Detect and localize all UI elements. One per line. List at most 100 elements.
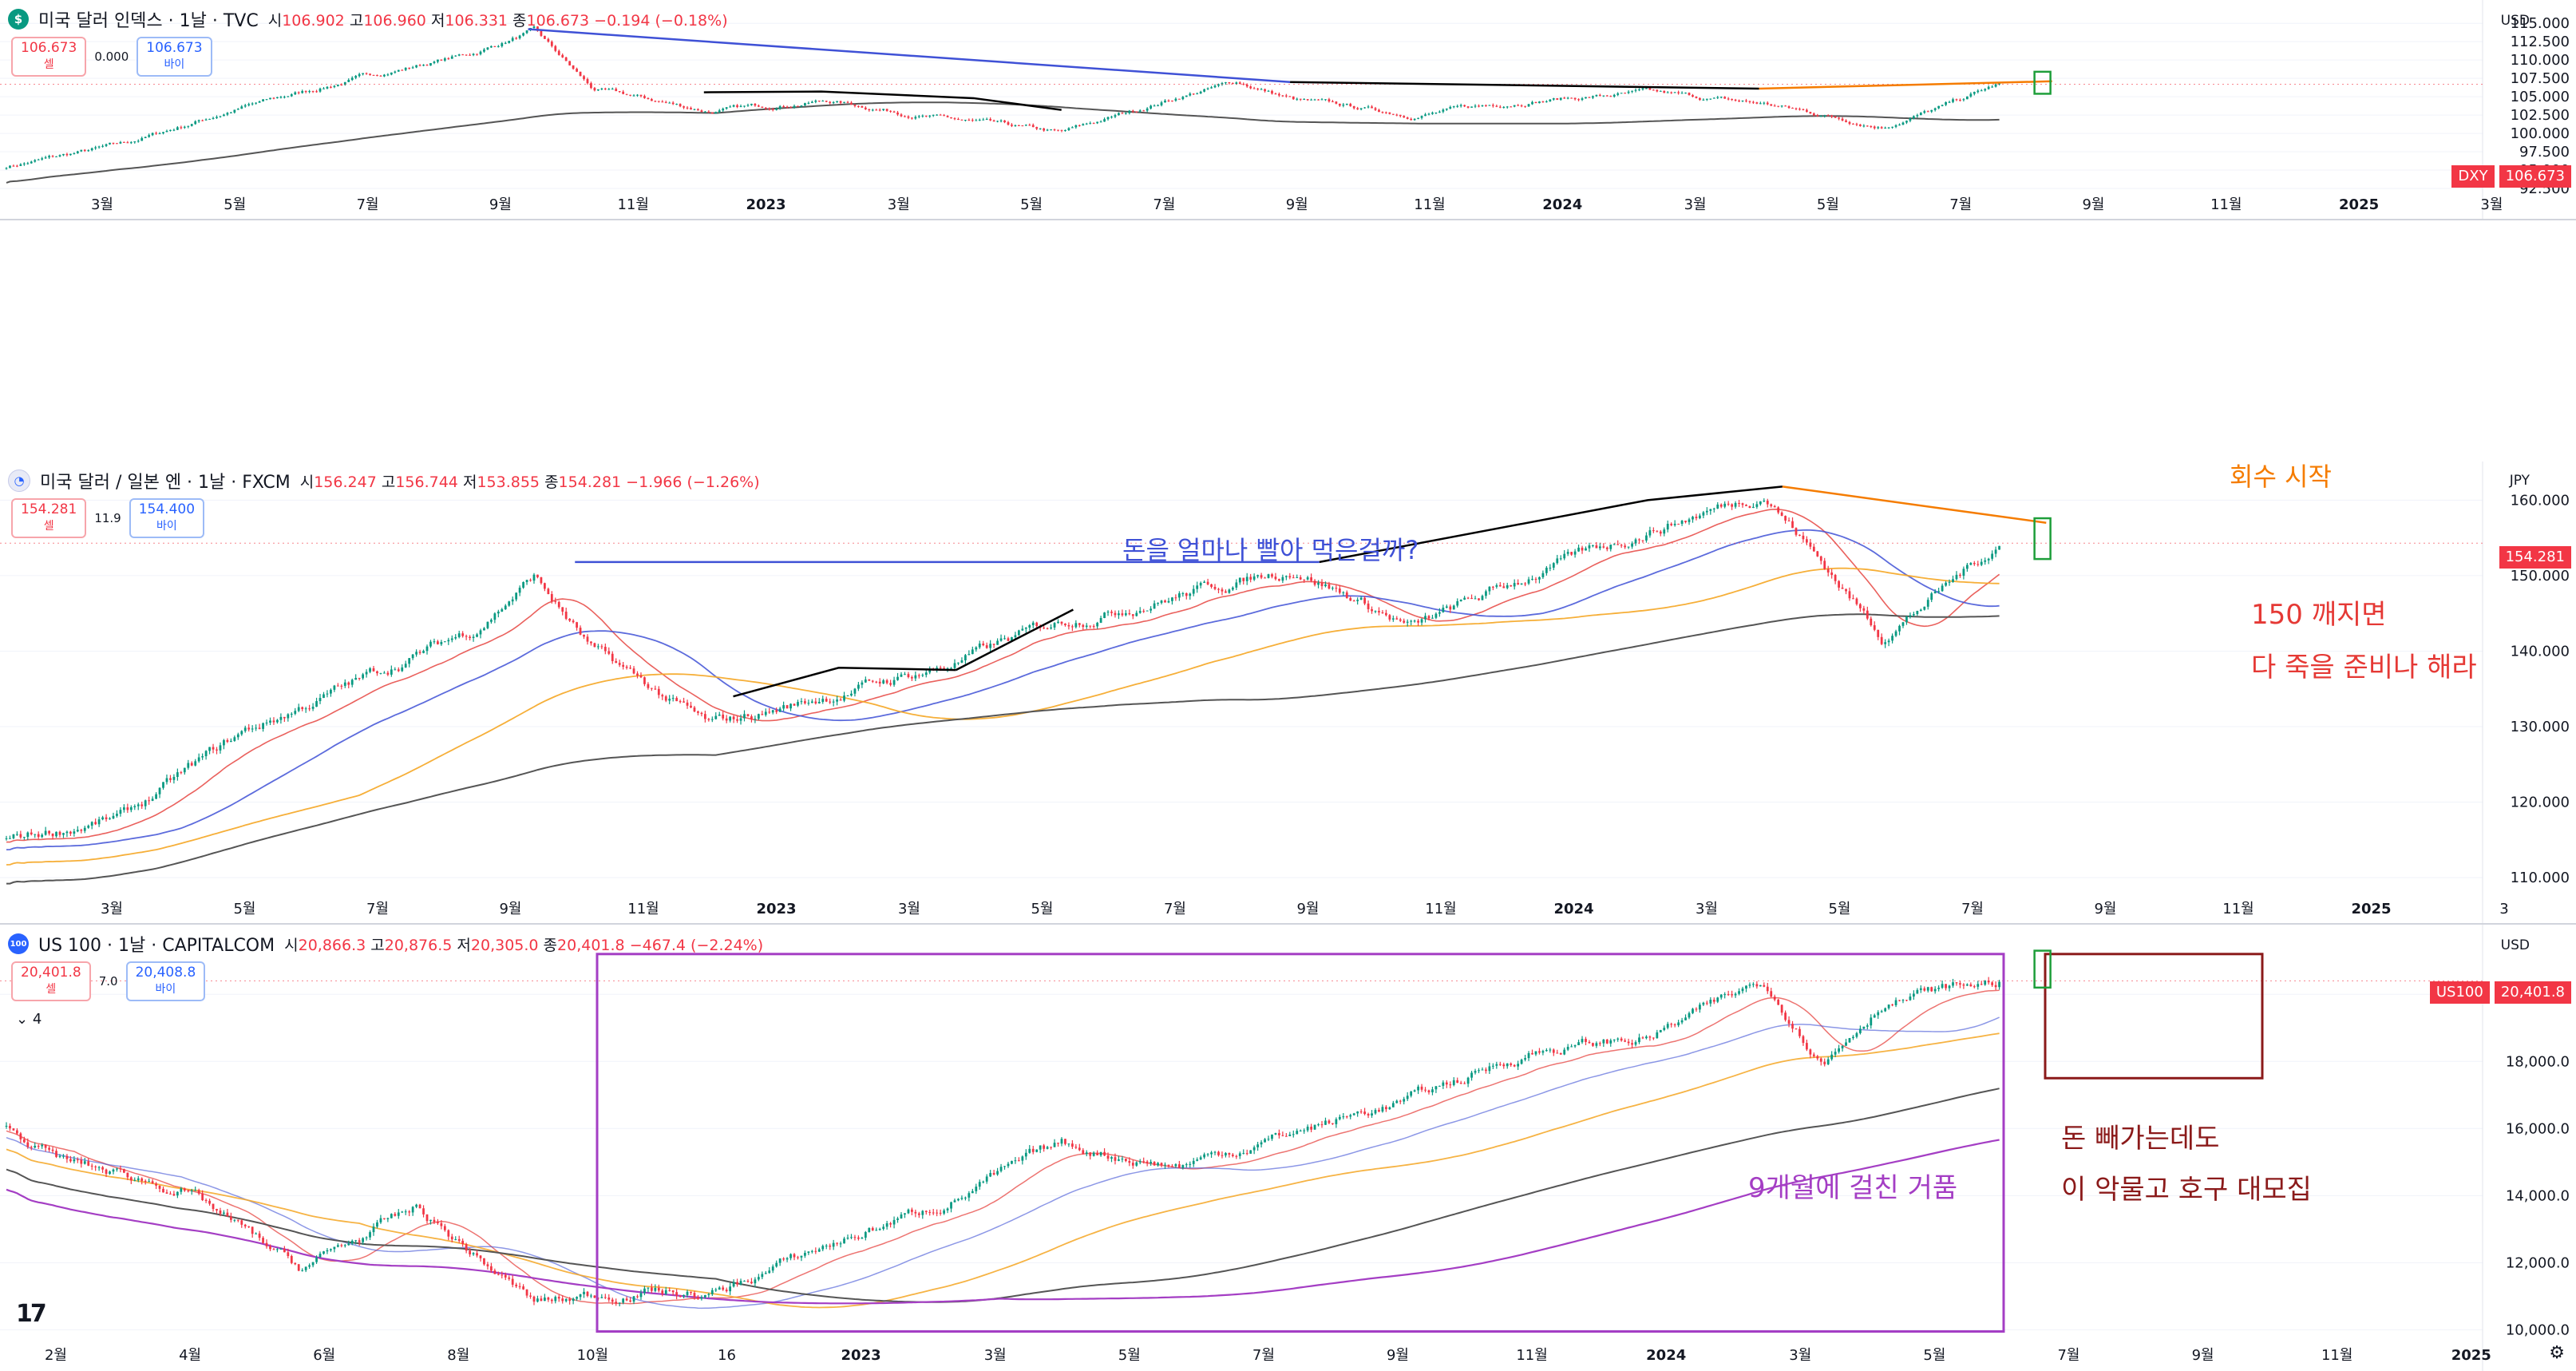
trendline-black [1319, 485, 1783, 564]
candle-body [1488, 586, 1491, 592]
candle-body [1826, 115, 1830, 117]
x-tick-label: 2025 [2451, 1347, 2491, 1364]
candle-body [1074, 125, 1078, 128]
candle-body [1342, 1116, 1345, 1118]
candle-body [1994, 549, 1997, 554]
us100-chart[interactable]: 20,000.018,000.016,000.014,000.012,000.0… [0, 925, 2576, 1371]
dxy-price-box: 106.673 셀 0.000 106.673 바이 [11, 37, 212, 77]
usdjpy-pane[interactable]: 160.000 150.000 140.000 130.000 120.000 110.0… [0, 462, 2576, 925]
candle-body [1035, 1149, 1039, 1152]
candle-body [443, 1226, 446, 1230]
candle-body [1592, 96, 1594, 98]
usdjpy-chart[interactable]: 160.000150.000140.000130.000120.000110.0… [0, 462, 2576, 925]
candle-body [151, 798, 154, 801]
dxy-pane[interactable]: 115.000 112.500 110.000 107.500 105.000 102.5… [0, 0, 2576, 220]
candle-body [1573, 97, 1577, 100]
us100-pane[interactable]: 20,000.018,000.016,000.014,000.012,000.0… [0, 925, 2576, 1371]
candle-body [1510, 584, 1513, 587]
candle-body [12, 165, 15, 167]
candle-body [354, 1240, 358, 1242]
y-tick-label: 12,000.0 [2506, 1254, 2570, 1271]
candle-body [1050, 129, 1052, 131]
candle-body [5, 838, 8, 839]
candle-body [433, 1219, 436, 1222]
pane-divider[interactable] [0, 923, 2576, 925]
candle-body [675, 1292, 679, 1296]
candle-body [778, 106, 782, 109]
x-tick-label: 10월 [577, 1347, 608, 1364]
buy-button[interactable]: 106.673 바이 [137, 37, 212, 77]
candle-body [1773, 105, 1776, 107]
candle-body [978, 643, 981, 648]
candle-body [1998, 545, 2000, 550]
candle-body [725, 1290, 728, 1292]
candle-body [1431, 617, 1434, 619]
candle-body [1766, 102, 1769, 105]
candle-body [311, 707, 315, 709]
buy-button[interactable]: 20,408.8 바이 [125, 961, 206, 1001]
x-tick-label: 5월 [1828, 901, 1850, 917]
candle-body [1317, 582, 1320, 585]
candle-body [501, 43, 504, 46]
candle-body [1909, 118, 1912, 121]
candle-body [1577, 547, 1580, 552]
currency-label[interactable]: USD [2500, 13, 2530, 29]
candle-body [853, 105, 857, 106]
candle-body [208, 1200, 211, 1204]
pane-divider[interactable] [0, 219, 2576, 220]
us100-title[interactable]: US 100 · 1날 · CAPITALCOM [38, 936, 275, 956]
candle-body [44, 157, 47, 159]
candle-body [1014, 125, 1017, 126]
candle-body [1388, 615, 1391, 620]
candle-body [1887, 127, 1890, 129]
currency-label[interactable]: JPY [2509, 473, 2530, 489]
candle-body [1609, 96, 1612, 97]
candle-body [1356, 108, 1359, 109]
candle-body [83, 149, 86, 151]
sell-button[interactable]: 154.281 셀 [11, 498, 87, 538]
buy-button[interactable]: 154.400 바이 [129, 498, 205, 538]
candle-body [1157, 603, 1159, 604]
candle-body [1431, 1089, 1434, 1092]
candle-body [1281, 1135, 1284, 1136]
currency-label[interactable]: USD [2500, 937, 2530, 953]
candle-body [1164, 100, 1166, 103]
candle-body [693, 109, 696, 110]
candle-body [1138, 1161, 1142, 1163]
candle-body [343, 1245, 346, 1246]
candle-body [1510, 1063, 1513, 1065]
candle-body [1470, 106, 1473, 108]
candle-body [330, 86, 332, 88]
candle-body [1502, 1064, 1506, 1067]
candle-body [1189, 593, 1192, 596]
candle-body [216, 1209, 218, 1211]
candle-body [1160, 600, 1163, 604]
sell-button[interactable]: 20,401.8 셀 [11, 961, 91, 1001]
usdjpy-title[interactable]: 미국 달러 / 일본 엔 · 1날 · FXCM [40, 473, 291, 493]
candle-body [1624, 1040, 1627, 1042]
candle-body [554, 46, 557, 51]
candle-body [1819, 556, 1822, 561]
x-tick-label: 9월 [2094, 901, 2116, 917]
candle-body [41, 1144, 44, 1147]
candle-body [1738, 503, 1740, 505]
candle-body [1673, 523, 1676, 525]
sell-button[interactable]: 106.673 셀 [11, 37, 87, 77]
candle-body [1802, 109, 1805, 110]
dxy-chart[interactable]: 115.000112.500110.000107.500105.000102.5… [0, 0, 2576, 220]
indicator-toggle[interactable]: ⌄ 4 [16, 1011, 42, 1028]
candle-body [703, 1294, 706, 1298]
gear-icon[interactable]: ⚙ [2549, 1343, 2565, 1363]
candle-body [1292, 1134, 1295, 1135]
candle-body [269, 720, 271, 723]
candle-body [1031, 125, 1035, 128]
candle-body [1777, 507, 1780, 513]
candle-body [457, 633, 461, 637]
dxy-title[interactable]: 미국 달러 인덱스 · 1날 · TVC [38, 11, 259, 31]
tradingview-logo[interactable]: 17 [16, 1300, 47, 1328]
candle-body [290, 1256, 293, 1263]
candle-body [1716, 997, 1719, 1002]
candle-body [319, 698, 322, 702]
candle-body [1391, 113, 1395, 115]
candle-body [1064, 1139, 1066, 1144]
